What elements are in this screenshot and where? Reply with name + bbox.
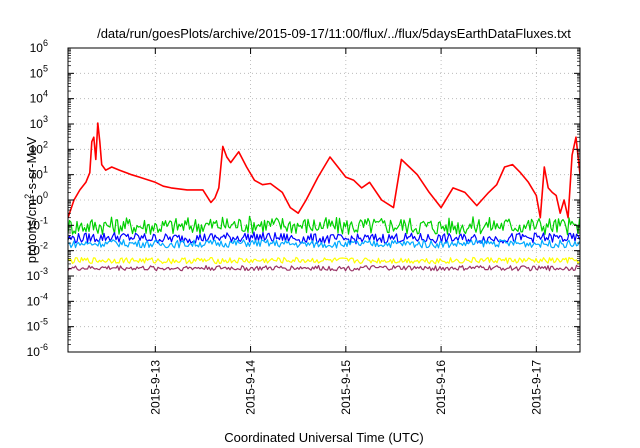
y-tick-label: 10-2 (27, 241, 48, 258)
y-tick-exponent: -6 (40, 342, 48, 352)
y-tick-base: 10 (27, 218, 41, 232)
y-tick-base: 10 (30, 117, 44, 131)
y-tick-labels: 10-610-510-410-310-210-11001011021031041… (27, 38, 48, 359)
series-line (68, 256, 580, 265)
y-tick-base: 10 (30, 168, 44, 182)
y-tick-base: 10 (27, 345, 41, 359)
y-tick-base: 10 (30, 142, 44, 156)
x-tick-label: 2015-9-17 (529, 360, 543, 415)
y-tick-label: 100 (30, 190, 48, 207)
series-line (68, 239, 580, 249)
y-axis-title-main: protons/cm (24, 199, 39, 263)
y-tick-base: 10 (27, 244, 41, 258)
grid-lines (68, 48, 580, 352)
y-tick-label: 10-6 (27, 342, 48, 359)
series-line (68, 122, 580, 219)
series-line (68, 264, 580, 272)
y-tick-label: 103 (30, 114, 48, 131)
x-tick-label: 2015-9-14 (244, 360, 258, 415)
x-tick-label: 2015-9-13 (148, 360, 162, 415)
y-tick-exponent: 1 (43, 165, 48, 175)
y-tick-base: 10 (27, 269, 41, 283)
y-tick-exponent: -3 (40, 266, 48, 276)
x-tick-label: 2015-9-15 (339, 360, 353, 415)
y-tick-exponent: 3 (43, 114, 48, 124)
y-tick-exponent: -2 (40, 241, 48, 251)
y-tick-base: 10 (30, 66, 44, 80)
y-tick-label: 105 (30, 63, 48, 80)
chart-title: /data/run/goesPlots/archive/2015-09-17/1… (97, 26, 571, 41)
y-tick-exponent: 4 (43, 89, 48, 99)
y-axis-title-rest: -s-sr-MeV (24, 136, 39, 193)
series-line (68, 231, 580, 245)
y-tick-label: 10-1 (27, 215, 48, 232)
y-axis-title-sup: 2 (23, 194, 33, 199)
y-tick-base: 10 (30, 92, 44, 106)
y-tick-exponent: 2 (43, 139, 48, 149)
y-tick-base: 10 (27, 320, 41, 334)
y-tick-exponent: 0 (43, 190, 48, 200)
y-axis-title: protons/cm2-s-sr-MeV (23, 136, 39, 263)
y-tick-label: 10-4 (27, 291, 48, 308)
x-axis-title: Coordinated Universal Time (UTC) (224, 430, 423, 445)
y-tick-label: 104 (30, 89, 48, 106)
y-tick-exponent: 6 (43, 38, 48, 48)
y-tick-label: 10-3 (27, 266, 48, 283)
y-tick-exponent: -5 (40, 317, 48, 327)
x-tick-labels: 2015-9-13 2015-9-14 2015-9-15 2015-9-16 2015… (148, 360, 543, 415)
x-tick-label: 2015-9-16 (434, 360, 448, 415)
series-line (68, 215, 580, 236)
y-tick-exponent: -1 (40, 215, 48, 225)
y-tick-base: 10 (27, 294, 41, 308)
y-tick-base: 10 (30, 193, 44, 207)
series-group (68, 122, 580, 272)
y-tick-exponent: -4 (40, 291, 48, 301)
y-tick-label: 10-5 (27, 317, 48, 334)
y-tick-base: 10 (30, 41, 44, 55)
y-tick-label: 106 (30, 38, 48, 55)
y-tick-exponent: 5 (43, 63, 48, 73)
y-tick-label: 101 (30, 165, 48, 182)
y-tick-label: 102 (30, 139, 48, 156)
axis-ticks (68, 47, 580, 353)
